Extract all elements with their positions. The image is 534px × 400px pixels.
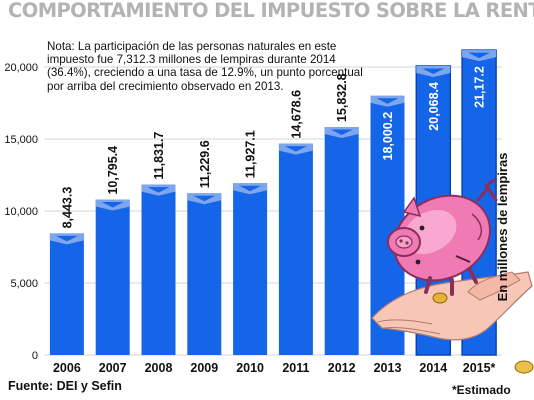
- bar-2010: [233, 183, 268, 355]
- bar-cap-notch: [422, 68, 445, 75]
- bars: [49, 49, 497, 356]
- bar-cap-notch: [193, 195, 216, 202]
- x-tick-label: 2015*: [463, 361, 496, 375]
- x-tick-label: 2006: [53, 361, 81, 375]
- y-tick-label: 5,000: [10, 278, 38, 290]
- value-label: 8,443.3: [60, 187, 74, 229]
- y-tick-label: 0: [32, 350, 38, 362]
- value-label: 20,068.4: [427, 82, 441, 131]
- bar-cap-notch: [330, 129, 353, 136]
- value-label: 21,17.2: [473, 66, 487, 108]
- bar-2009: [187, 193, 222, 355]
- value-label: 18,000.2: [381, 112, 395, 161]
- x-tick-label: 2007: [99, 361, 127, 375]
- x-tick-label: 2008: [145, 361, 173, 375]
- x-tick-label: 2010: [236, 361, 264, 375]
- value-label: 11,831.7: [152, 132, 166, 180]
- bar-cap-notch: [468, 52, 491, 59]
- bar-cap-notch: [376, 98, 399, 104]
- bar-2011: [278, 143, 313, 355]
- y-axis-ticks: 0 5,000 10,000 15,000 20,000: [4, 62, 38, 362]
- value-label: 10,795.4: [106, 146, 120, 195]
- x-tick-label: 2009: [190, 361, 218, 375]
- hand-fingers: [377, 319, 441, 335]
- value-label: 11,229.6: [198, 140, 212, 188]
- chart-title: COMPORTAMIENTO DEL IMPUESTO SOBRE LA REN…: [8, 0, 534, 22]
- value-label: 14,678.6: [289, 90, 303, 139]
- x-axis-ticks: 2006 2007 2008 2009 2010 2011 2012 2013 2014 2015…: [53, 361, 496, 375]
- bar-2007: [95, 199, 130, 355]
- x-tick-label: 2014: [419, 361, 447, 375]
- y-tick-label: 15,000: [4, 134, 38, 146]
- bar-cap-notch: [55, 235, 78, 242]
- coin-icon: [432, 292, 534, 374]
- bar-2006: [49, 233, 84, 355]
- bar-2008: [141, 184, 176, 355]
- bar-cap-notch: [284, 146, 307, 152]
- bar-2012: [324, 127, 359, 355]
- y-tick-label: 10,000: [4, 206, 38, 218]
- y-tick-label: 20,000: [4, 62, 38, 74]
- bar-cap-notch: [101, 202, 124, 208]
- hand-thumb: [467, 271, 521, 301]
- y-axis-label: En millones de lempiras: [495, 152, 510, 302]
- x-tick-label: 2011: [282, 361, 309, 375]
- footnote-text: *Estimado: [452, 383, 511, 397]
- chart-note: Nota: La participación de las personas n…: [47, 40, 363, 93]
- value-labels: 8,443.3 10,795.4 11,831.7 11,229.6 11,927.1 1…: [60, 66, 486, 228]
- value-label: 15,832.8: [335, 73, 349, 122]
- piggy-bank-icon: [387, 178, 498, 296]
- x-tick-label: 2013: [374, 361, 402, 375]
- bar-cap-notch: [239, 185, 262, 192]
- bar-cap-notch: [147, 187, 170, 193]
- value-label: 11,927.1: [244, 130, 258, 178]
- x-tick-label: 2012: [328, 361, 356, 375]
- source-text: Fuente: DEI y Sefin: [8, 379, 122, 393]
